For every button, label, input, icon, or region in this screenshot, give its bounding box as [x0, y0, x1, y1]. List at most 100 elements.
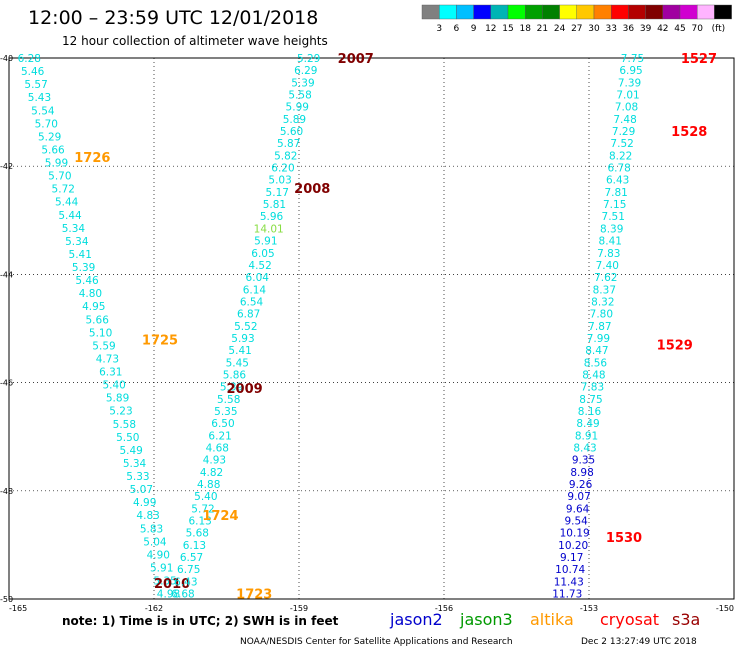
satellite-legend: jason2 jason3 altika cryosat s3a: [389, 610, 700, 629]
wave-height-value: 4.80: [79, 288, 102, 300]
legend-swatch: [593, 4, 612, 20]
pass-number-label: 2007: [338, 52, 374, 67]
wave-height-value: 5.86: [223, 369, 247, 381]
pass-number-label: 1724: [202, 509, 238, 524]
wave-height-value: 5.70: [35, 118, 58, 130]
legend-swatch: [611, 4, 629, 20]
wave-height-value: 5.46: [21, 66, 45, 78]
legend-swatch: [439, 4, 457, 20]
legend-label: 36: [623, 24, 635, 34]
wave-height-value: 6.78: [607, 163, 630, 175]
wave-height-value: 5.39: [220, 382, 243, 394]
wave-height-value: 7.62: [594, 272, 617, 284]
wave-height-value: 5.10: [89, 327, 112, 339]
x-tick-label: -159: [290, 604, 308, 613]
wave-height-value: 9.17: [560, 552, 583, 564]
wave-height-value: 5.39: [291, 77, 314, 89]
wave-height-value: 8.91: [575, 430, 598, 442]
legend-swatch: [507, 4, 526, 20]
wave-height-value: 5.68: [186, 528, 209, 540]
wave-height-value: 6.14: [243, 284, 267, 296]
wave-height-value: 5.99: [45, 158, 68, 170]
credit-text: NOAA/NESDIS Center for Satellite Applica…: [240, 637, 513, 647]
wave-height-value: 5.57: [24, 79, 47, 91]
legend-label: 3: [436, 24, 442, 34]
legend-label: 33: [605, 24, 616, 34]
wave-height-value: 9.54: [564, 516, 588, 528]
wave-height-value: 8.43: [573, 443, 596, 455]
wave-height-value: 5.04: [143, 536, 167, 548]
wave-height-value: 7.99: [587, 333, 610, 345]
note-text: note: 1) Time is in UTC; 2) SWH is in fe…: [62, 614, 339, 628]
wave-height-value: 5.91: [254, 236, 277, 248]
wave-height-value: 5.39: [72, 262, 95, 274]
satellite-name-altika: altika: [530, 610, 574, 629]
wave-height-value: 6.21: [208, 430, 231, 442]
legend-label: 42: [657, 24, 668, 34]
wave-height-value: 6.29: [294, 65, 317, 77]
x-tick-label: -150: [716, 604, 734, 613]
wave-height-value: 11.73: [552, 589, 582, 601]
wave-height-value: 5.66: [86, 314, 110, 326]
wave-height-value: 6.31: [99, 367, 122, 379]
wave-height-value: 5.60: [280, 126, 303, 138]
legend-label: 70: [691, 24, 703, 34]
wave-height-value: 4.95: [82, 301, 105, 313]
legend-swatch: [473, 4, 492, 20]
axis-tick-labels: -165 -162 -159 -156 -153 -150 -40 -42 -44 -46 -48 -…: [0, 54, 734, 613]
wave-height-value: 5.87: [277, 138, 300, 150]
wave-height-value: 5.35: [153, 576, 176, 588]
wave-height-value: 7.52: [610, 138, 633, 150]
wave-height-value: 8.41: [599, 236, 622, 248]
wave-height-value: 4.90: [147, 549, 170, 561]
wave-height-value: 5.50: [116, 432, 139, 444]
wave-height-value: 8.37: [593, 284, 616, 296]
wave-height-value: 6.04: [246, 272, 270, 284]
wave-height-value: 5.58: [217, 394, 240, 406]
wave-height-value: 5.54: [31, 105, 55, 117]
wave-height-value: 7.29: [612, 126, 635, 138]
wave-height-value: 4.98: [157, 589, 180, 601]
satellite-name-s3a: s3a: [672, 610, 700, 629]
wave-height-value: 8.48: [582, 369, 605, 381]
wave-height-value: 6.20: [271, 163, 294, 175]
wave-height-value: 8.32: [591, 296, 614, 308]
y-tick-label: -48: [0, 487, 13, 496]
wave-height-value: 4.99: [133, 497, 156, 509]
pass-number-label: 1529: [657, 339, 693, 354]
pass-number-label: 1725: [142, 333, 178, 348]
y-tick-label: -42: [0, 162, 13, 171]
wave-height-value: 5.66: [41, 144, 65, 156]
wave-height-value: 5.89: [283, 114, 306, 126]
wave-height-value: 5.34: [123, 458, 147, 470]
wave-height-value: 8.49: [576, 418, 599, 430]
wave-height-value: 9.07: [567, 491, 590, 503]
wave-height-value: 5.99: [286, 102, 309, 114]
legend-label: 24: [554, 24, 566, 34]
wave-height-value: 5.83: [140, 523, 163, 535]
wave-height-value: 6.87: [237, 309, 260, 321]
legend-swatch: [645, 4, 663, 20]
legend-label: 12: [485, 24, 496, 34]
pass-number-label: 1527: [681, 52, 717, 67]
legend-swatch: [576, 4, 595, 20]
wave-height-value: 4.68: [206, 443, 229, 455]
legend-swatch: [662, 4, 681, 20]
wave-height-value: 8.16: [578, 406, 602, 418]
y-tick-label: -44: [0, 270, 13, 279]
legend-label: 45: [674, 24, 685, 34]
x-tick-label: -165: [9, 604, 27, 613]
legend-swatch: [697, 4, 715, 20]
wave-height-value: 8.39: [600, 223, 623, 235]
wave-height-value: 5.35: [214, 406, 237, 418]
wave-height-value: 6.05: [251, 248, 274, 260]
x-tick-label: -156: [435, 604, 453, 613]
legend-label: 30: [588, 24, 600, 34]
wave-height-value: 8.47: [585, 345, 608, 357]
wave-height-value: 5.58: [288, 90, 311, 102]
legend-label: 9: [471, 24, 477, 34]
legend-swatch: [559, 4, 577, 20]
wave-height-value: 7.48: [613, 114, 636, 126]
legend-swatch: [421, 4, 440, 20]
